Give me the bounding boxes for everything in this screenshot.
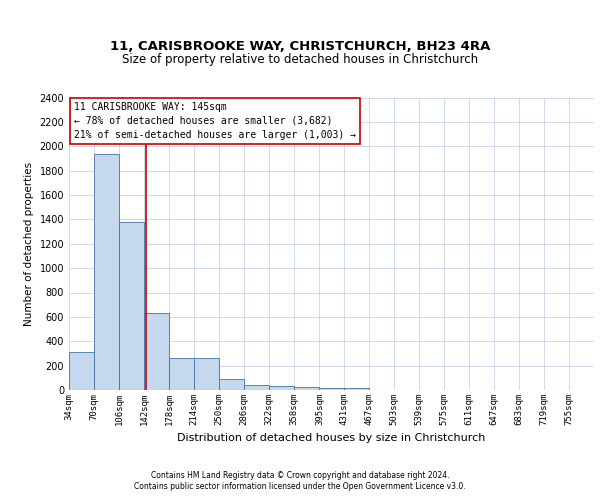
Bar [344,388,369,390]
Y-axis label: Number of detached properties: Number of detached properties [24,162,34,326]
X-axis label: Distribution of detached houses by size in Christchurch: Distribution of detached houses by size … [178,434,485,444]
Bar [269,386,294,390]
Text: Size of property relative to detached houses in Christchurch: Size of property relative to detached ho… [122,53,478,66]
Text: 11 CARISBROOKE WAY: 145sqm
← 78% of detached houses are smaller (3,682)
21% of s: 11 CARISBROOKE WAY: 145sqm ← 78% of deta… [74,102,356,140]
Bar [169,358,194,390]
Bar [194,358,219,390]
Bar [319,388,344,390]
Bar [94,154,119,390]
Bar [294,387,319,390]
Text: 11, CARISBROOKE WAY, CHRISTCHURCH, BH23 4RA: 11, CARISBROOKE WAY, CHRISTCHURCH, BH23 … [110,40,490,52]
Bar [119,222,144,390]
Text: Contains HM Land Registry data © Crown copyright and database right 2024.: Contains HM Land Registry data © Crown c… [151,471,449,480]
Bar [144,313,169,390]
Bar [69,352,94,390]
Text: Contains public sector information licensed under the Open Government Licence v3: Contains public sector information licen… [134,482,466,491]
Bar [244,384,269,390]
Bar [219,379,244,390]
